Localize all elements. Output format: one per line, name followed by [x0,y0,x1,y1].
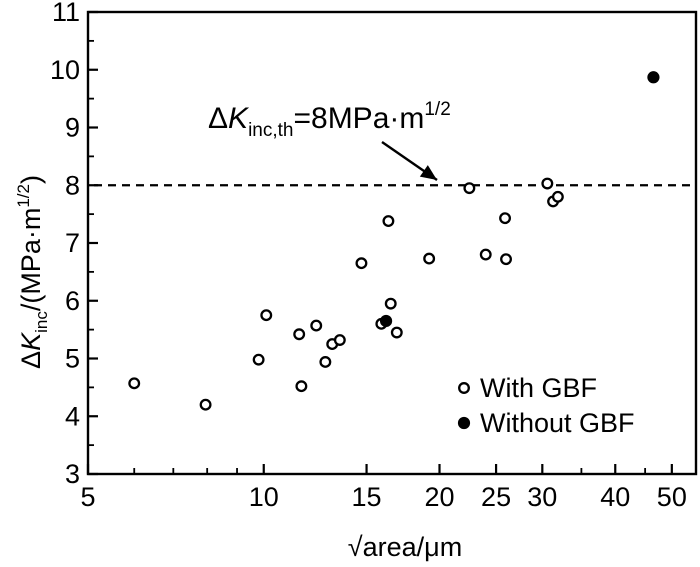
threshold-label: ΔKinc,th=8MPa·m1/2 [208,99,451,141]
point-with-gbf [390,326,403,339]
legend: With GBF Without GBF [457,373,635,438]
y-tick-label: 5 [65,344,80,374]
point-with-gbf [423,252,436,265]
y-axis-title: ΔKinc/(MPa·m1/2) [14,175,51,369]
x-tick-label: 40 [600,482,630,512]
y-tick-label: 3 [65,459,80,489]
legend-marker [458,382,470,394]
plot-frame [86,10,698,476]
point-with-gbf [295,380,308,393]
x-axis: 5 10 15 20 25 30 40 50 [80,464,687,512]
point-with-gbf [252,353,265,366]
x-axis-title: √area/μm [348,532,462,562]
y-tick-label: 8 [65,170,80,200]
y-tick-label: 9 [65,113,80,143]
y-tick-label: 6 [65,286,80,316]
y-tick-label: 7 [65,228,80,258]
point-with-gbf [199,398,212,411]
point-with-gbf [382,215,395,228]
point-with-gbf [355,257,368,270]
x-tick-label: 15 [352,482,382,512]
point-with-gbf [551,190,564,203]
y-tick-label: 4 [65,401,80,431]
point-with-gbf [128,377,141,390]
x-tick-label: 30 [527,482,557,512]
legend-label: Without GBF [480,408,635,438]
point-with-gbf [499,212,511,225]
point-with-gbf [293,328,306,341]
point-with-gbf [260,309,273,322]
point-with-gbf [384,297,397,310]
data-points [128,71,660,411]
point-with-gbf [333,334,346,346]
y-tick-label: 11 [52,0,80,27]
point-without-gbf [379,314,393,328]
legend-label: With GBF [480,373,597,403]
point-with-gbf [500,253,512,266]
threshold-annotation: ΔKinc,th=8MPa·m1/2 [208,99,451,181]
point-with-gbf [541,177,554,190]
y-tick-label: 10 [50,55,80,85]
plot-border [86,10,698,476]
x-tick-label: 20 [424,482,454,512]
x-tick-label: 50 [657,482,687,512]
threshold-arrowhead [419,165,437,180]
point-with-gbf [463,182,476,195]
point-with-gbf [310,319,323,332]
x-tick-label: 5 [80,482,95,512]
point-with-gbf [479,248,492,261]
y-axis: 3 4 5 6 7 8 9 10 11 [50,0,98,489]
x-tick-label: 25 [481,482,511,512]
x-tick-label: 10 [249,482,279,512]
legend-marker [457,416,471,430]
point-with-gbf [319,356,332,368]
point-without-gbf [647,71,660,84]
axis-titles: √area/μm ΔKinc/(MPa·m1/2) [14,175,462,562]
